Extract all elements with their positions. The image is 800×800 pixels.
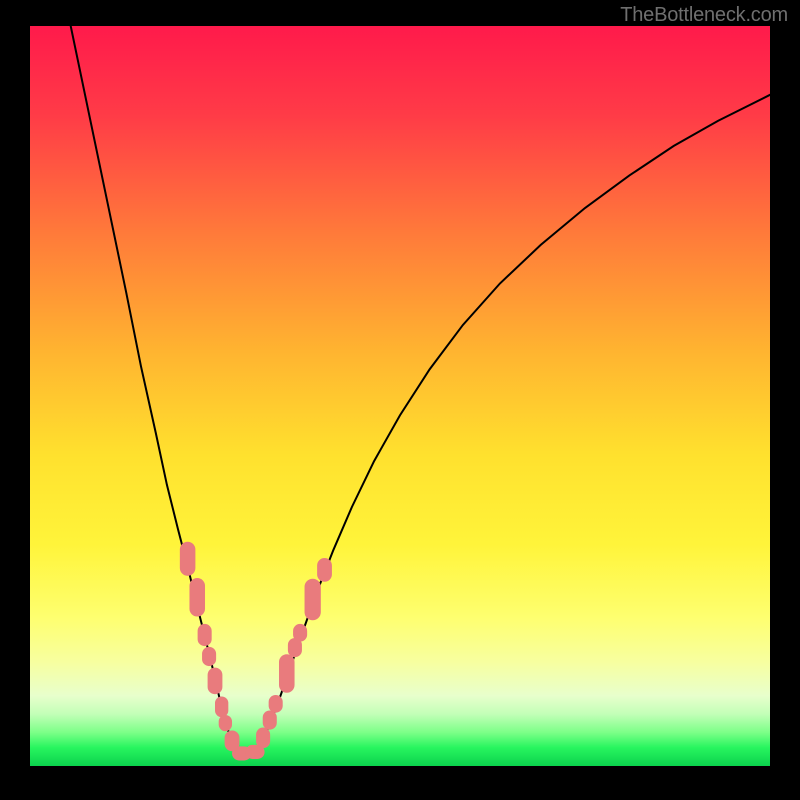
curve-marker (219, 715, 232, 731)
curve-marker (198, 624, 212, 646)
plot-area (30, 26, 770, 770)
chart-frame: TheBottleneck.com (0, 0, 800, 800)
curve-marker (202, 647, 216, 666)
curve-marker (180, 542, 196, 576)
curve-marker (269, 695, 283, 713)
chart-svg (30, 26, 770, 766)
curve-marker (305, 579, 321, 620)
curve-marker (208, 668, 223, 695)
curve-marker (317, 558, 332, 582)
curve-marker (189, 578, 205, 616)
curve-marker (263, 711, 277, 730)
curve-marker (256, 728, 270, 749)
curve-marker (279, 654, 295, 692)
curve-marker (215, 696, 228, 717)
watermark-text: TheBottleneck.com (620, 4, 788, 27)
gradient-background (30, 26, 770, 766)
curve-marker (293, 624, 307, 642)
